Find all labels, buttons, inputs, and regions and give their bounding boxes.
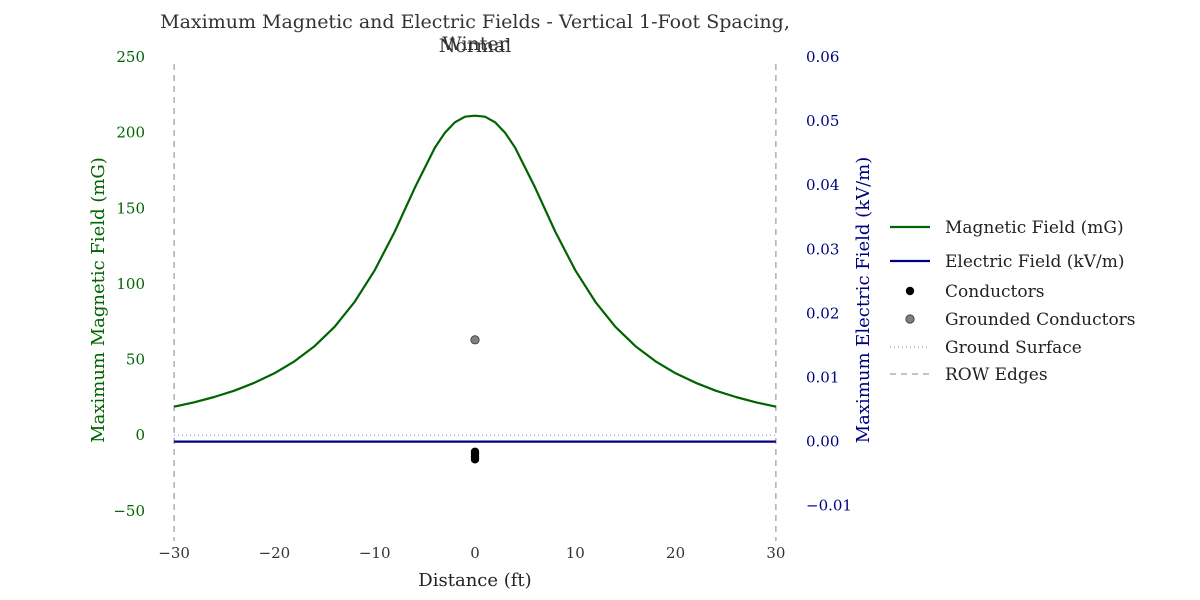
chart-title: Maximum Magnetic and Electric Fields - V…: [160, 11, 790, 55]
x-tick-label: 10: [566, 544, 585, 562]
legend-label: Conductors: [945, 282, 1044, 302]
y-left-axis-label: Maximum Magnetic Field (mG): [88, 157, 109, 443]
y-right-tick-label: −0.01: [806, 497, 852, 515]
y-right-tick-label: 0.05: [806, 112, 839, 130]
y-right-tick-label: 0.04: [806, 176, 839, 194]
y-left-tick-label: 0: [135, 426, 145, 444]
legend-label: ROW Edges: [945, 365, 1048, 385]
x-tick-label: −10: [359, 544, 391, 562]
magnetic-field-line: [173, 114, 777, 408]
y-right-axis-label: Maximum Electric Field (kV/m): [853, 157, 874, 444]
x-axis-label: Distance (ft): [418, 570, 531, 591]
legend-swatch-dot: [905, 314, 915, 324]
x-tick-label: −20: [259, 544, 291, 562]
x-tick-label: 20: [666, 544, 685, 562]
legend-label: Ground Surface: [945, 338, 1082, 358]
legend-label: Grounded Conductors: [945, 310, 1136, 330]
y-right-tick-label: 0.02: [806, 304, 839, 322]
y-right-tick-label: 0.06: [806, 48, 839, 66]
grounded-conductor-point: [470, 335, 480, 345]
y-left-tick-label: 250: [116, 48, 145, 66]
y-right-tick-label: 0.03: [806, 240, 839, 258]
x-tick-label: 0: [470, 544, 480, 562]
y-left-tick-label: −50: [113, 502, 145, 520]
legend-label: Magnetic Field (mG): [945, 218, 1124, 238]
chart-title-line2: Normal: [438, 35, 512, 57]
y-right-tick-label: 0.00: [806, 433, 839, 451]
legend-swatch-dot: [905, 286, 915, 296]
x-tick-label: 30: [766, 544, 785, 562]
y-left-tick-label: 200: [116, 124, 145, 142]
y-left-tick-label: 100: [116, 275, 145, 293]
y-left-tick-label: 150: [116, 199, 145, 217]
legend-label: Electric Field (kV/m): [945, 252, 1124, 272]
y-left-tick-label: 50: [126, 351, 145, 369]
y-right-tick-label: 0.01: [806, 369, 839, 387]
conductor-point: [470, 455, 480, 464]
x-tick-label: −30: [158, 544, 190, 562]
